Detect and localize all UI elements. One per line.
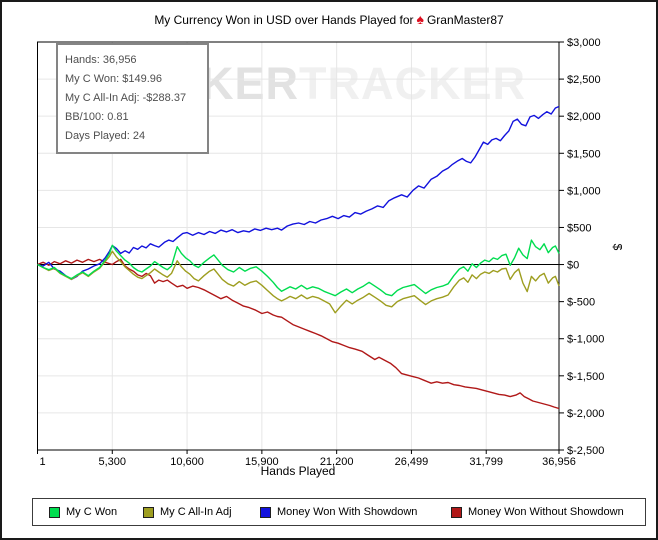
x-tick-label: 1 bbox=[40, 456, 46, 468]
chart-title: My Currency Won in USD over Hands Played… bbox=[2, 11, 656, 27]
legend-swatch bbox=[451, 506, 462, 518]
stats-line: Days Played: 24 bbox=[65, 130, 146, 142]
y-axis-unit-label: $ bbox=[610, 243, 625, 251]
stats-line: Hands: 36,956 bbox=[65, 54, 137, 66]
x-tick-label: 5,300 bbox=[99, 456, 127, 468]
y-tick-label: $-2,000 bbox=[567, 408, 604, 420]
x-tick-label: 36,956 bbox=[542, 456, 576, 468]
y-tick-label: $3,000 bbox=[567, 37, 601, 49]
x-axis-title: Hands Played bbox=[260, 464, 336, 478]
legend-label: My C Won bbox=[66, 506, 118, 518]
y-tick-label: $-500 bbox=[567, 297, 595, 309]
x-tick-label: 31,799 bbox=[469, 456, 503, 468]
legend-swatch bbox=[143, 506, 154, 518]
stats-line: My C All-In Adj: -$288.37 bbox=[65, 92, 187, 104]
chart-title-prefix: My Currency Won in USD over Hands Played… bbox=[154, 13, 414, 27]
legend-label: Money Won Without Showdown bbox=[468, 506, 624, 518]
series-line-money-won-with-showdown bbox=[37, 105, 560, 281]
legend-item-money-won-without-showdown[interactable]: Money Won Without Showdown bbox=[451, 499, 624, 525]
y-tick-label: $0 bbox=[567, 260, 579, 272]
series-line-my-c-all-in-adj bbox=[37, 250, 560, 314]
legend-label: My C All-In Adj bbox=[160, 506, 232, 518]
legend: My C Won My C All-In Adj Money Won With Sh… bbox=[32, 498, 646, 526]
legend-item-my-c-won[interactable]: My C Won bbox=[49, 499, 117, 525]
plot-border bbox=[37, 41, 560, 451]
legend-swatch bbox=[260, 506, 271, 518]
y-tick-label: $-2,500 bbox=[567, 445, 604, 457]
x-tick-label: 26,499 bbox=[395, 456, 429, 468]
y-tick-label: $-1,000 bbox=[567, 334, 604, 346]
y-tick-label: $-1,500 bbox=[567, 371, 604, 383]
x-tick-label: 10,600 bbox=[170, 456, 204, 468]
series-line-my-c-won bbox=[37, 239, 560, 297]
legend-swatch bbox=[49, 506, 60, 518]
x-tick-label: 15,900 bbox=[245, 456, 279, 468]
y-tick-label: $1,000 bbox=[567, 185, 601, 197]
y-tick-label: $1,500 bbox=[567, 148, 601, 160]
y-tick-label: $500 bbox=[567, 222, 591, 234]
y-tick-label: $2,500 bbox=[567, 74, 601, 86]
x-tick-label: 21,200 bbox=[320, 456, 354, 468]
legend-item-money-won-with-showdown[interactable]: Money Won With Showdown bbox=[260, 499, 417, 525]
stats-line: My C Won: $149.96 bbox=[65, 73, 163, 85]
series-line-money-won-without-showdown bbox=[37, 258, 560, 410]
player-name: GranMaster87 bbox=[426, 13, 504, 27]
legend-item-my-c-all-in-adj[interactable]: My C All-In Adj bbox=[143, 499, 232, 525]
session-stats-box: Hands: 36,956 My C Won: $149.96 My C All-I… bbox=[56, 43, 209, 154]
y-tick-label: $2,000 bbox=[567, 111, 601, 123]
legend-label: Money Won With Showdown bbox=[277, 506, 418, 518]
stats-line: BB/100: 0.81 bbox=[65, 111, 129, 123]
watermark-text-ker: KER bbox=[201, 58, 300, 109]
pokerstars-spade-icon: ♠ bbox=[416, 11, 424, 27]
